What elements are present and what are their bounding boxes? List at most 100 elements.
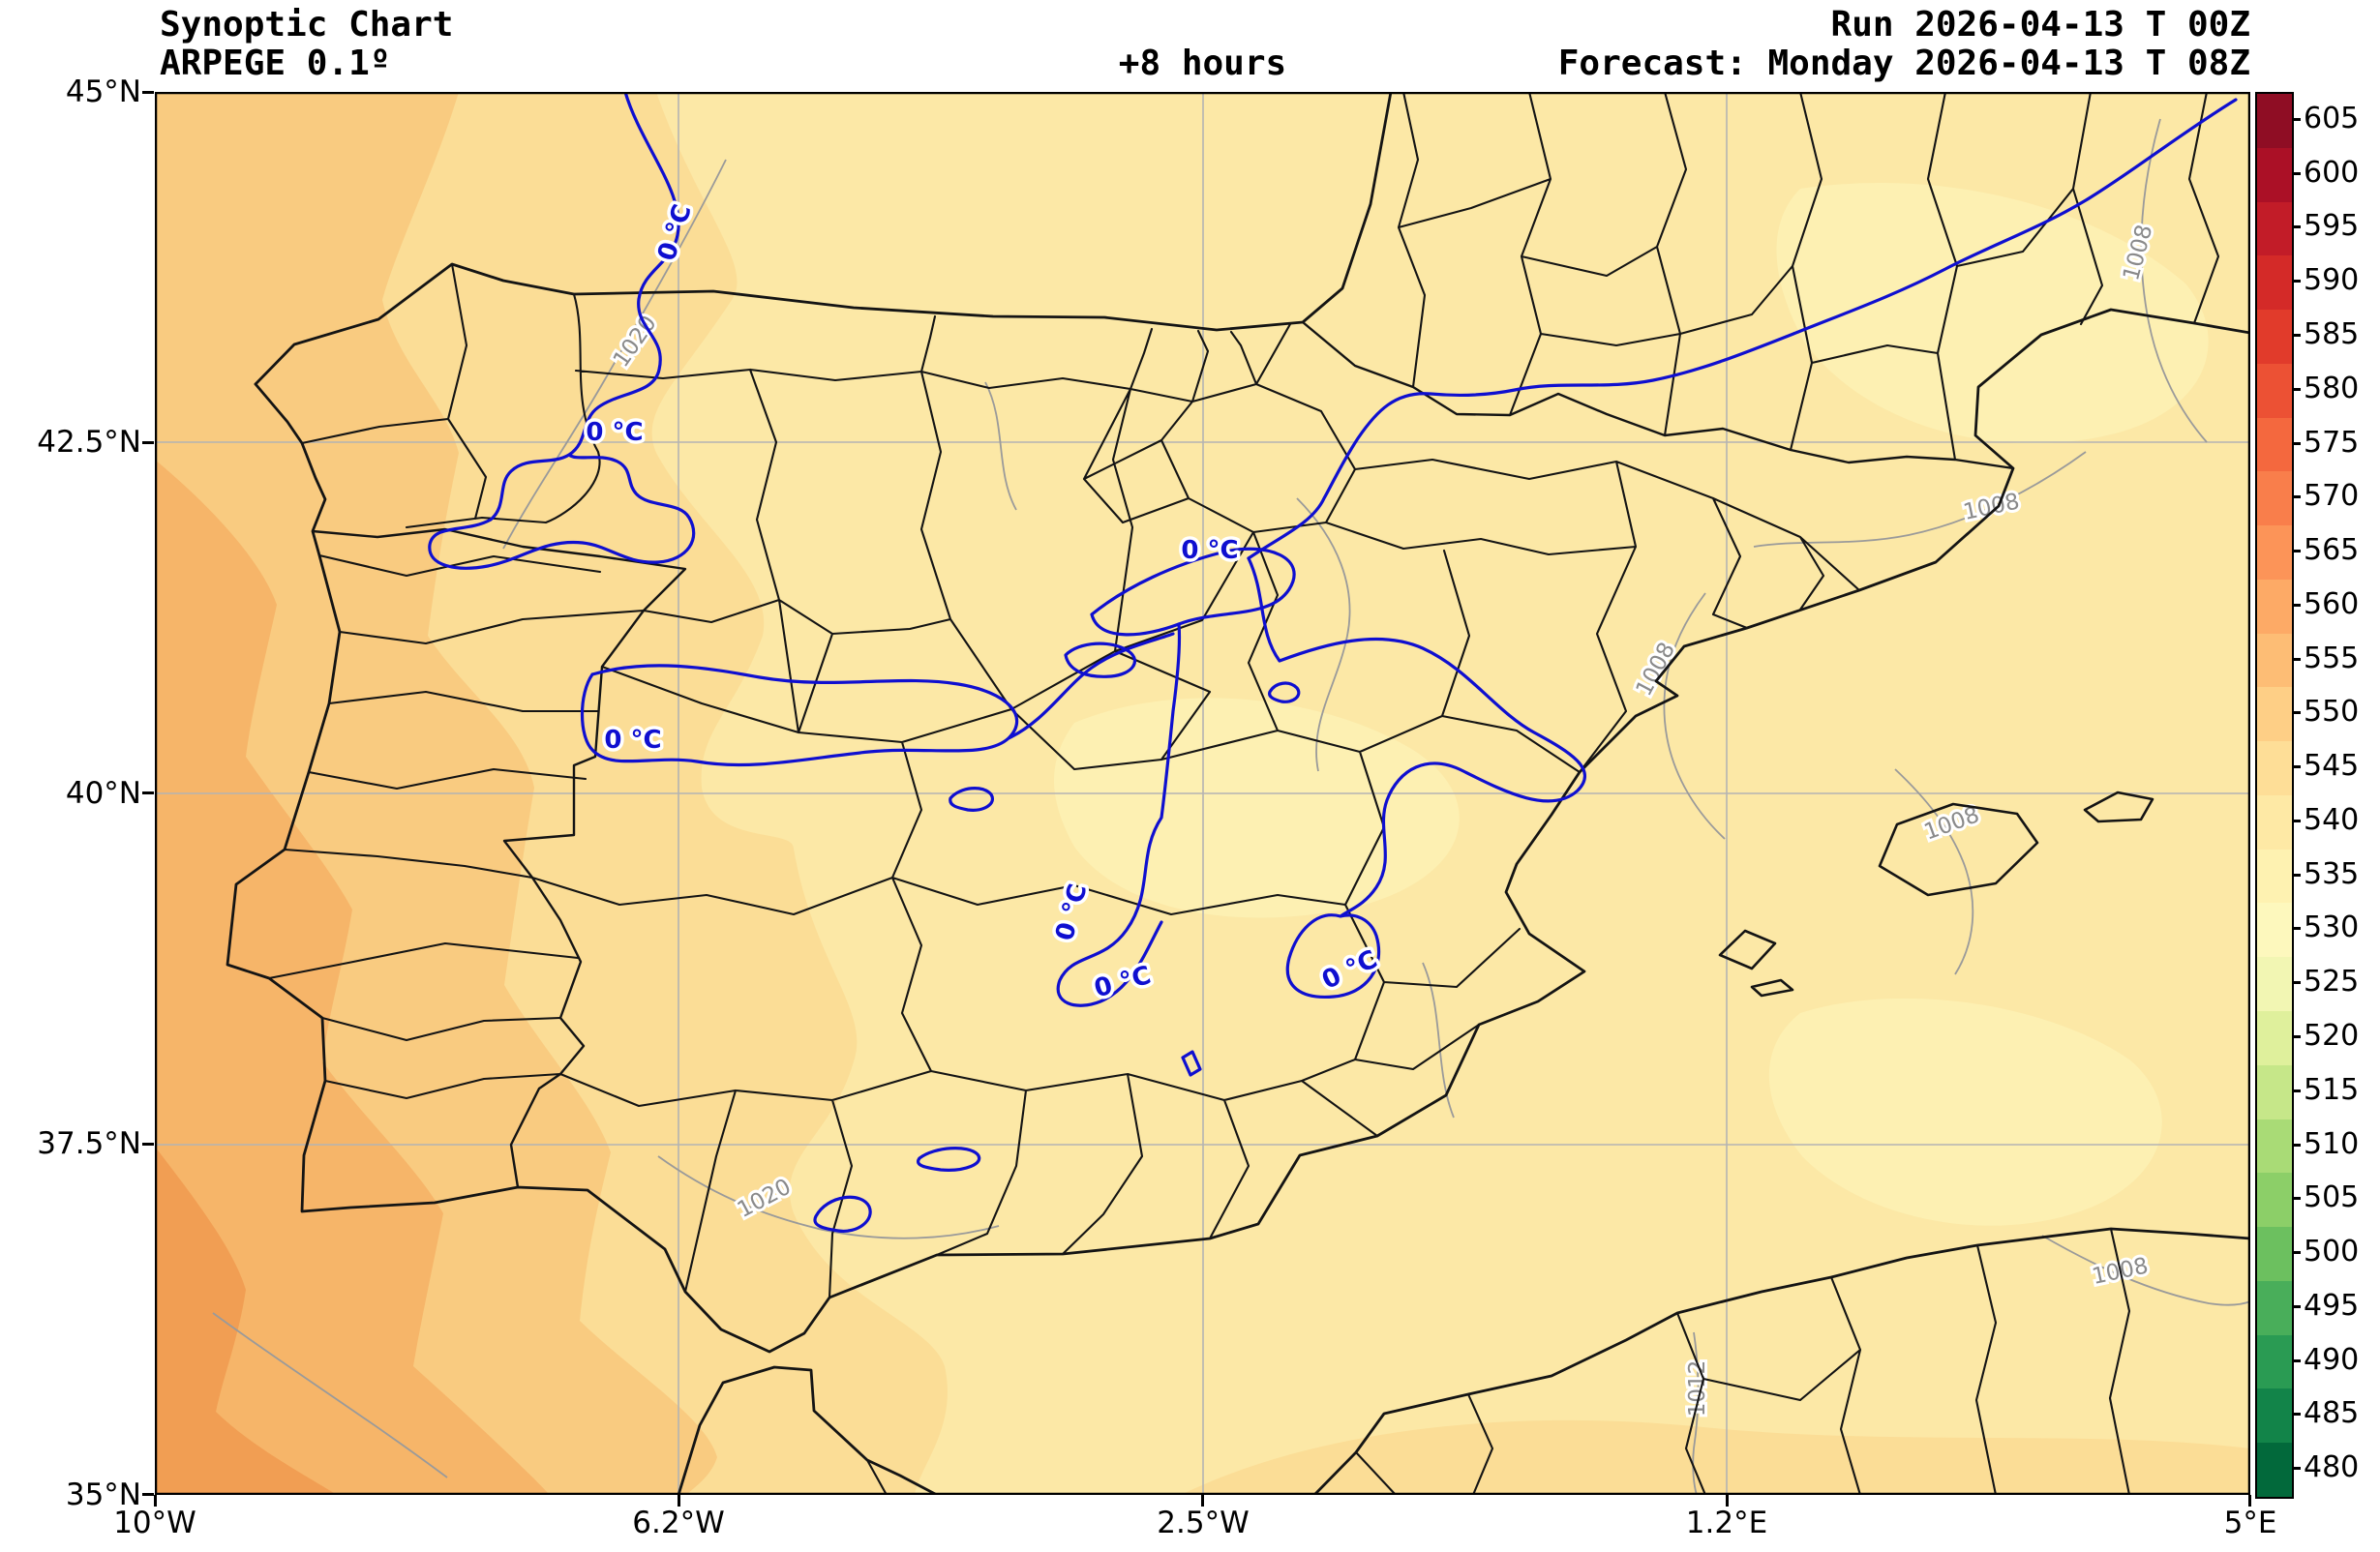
y-tick-label: 37.5°N xyxy=(37,1126,141,1161)
colorbar-tick-label: 555 xyxy=(2292,641,2360,675)
zero-isotherm-northeast xyxy=(1247,98,2238,560)
colorbar-tick-label: 545 xyxy=(2292,749,2360,784)
colorbar-tick-label: 515 xyxy=(2292,1072,2360,1107)
colorbar-tick-label: 495 xyxy=(2292,1288,2360,1323)
region-borders-africa xyxy=(865,1227,2131,1495)
portugal-spain-border xyxy=(311,527,687,1189)
province-borders-spain xyxy=(300,262,1861,1299)
colorbar-segment xyxy=(2257,1280,2292,1335)
colorbar-segment xyxy=(2257,1388,2292,1444)
colorbar-tick-label: 535 xyxy=(2292,856,2360,891)
field-band-555-south xyxy=(1181,1419,2250,1495)
colorbar-tick-label: 490 xyxy=(2292,1342,2360,1377)
colorbar-tick-label: 570 xyxy=(2292,479,2360,514)
colorbar-segment xyxy=(2257,849,2292,904)
isobar-label: 1012 xyxy=(1685,1360,1710,1418)
x-axis-tick-mark xyxy=(678,1495,680,1507)
y-axis-tick-mark xyxy=(142,1493,154,1496)
colorbar-segment xyxy=(2257,255,2292,311)
colorbar-labels: 605 600 595 590 585 580 575 570 565 560 555 550 545 5… xyxy=(2292,92,2379,1495)
y-axis-tick-mark xyxy=(142,791,154,794)
x-tick-label: 6.2°W xyxy=(632,1506,725,1540)
colorbar-segment xyxy=(2257,471,2292,526)
colorbar-segment xyxy=(2257,147,2292,202)
x-axis-tick-mark xyxy=(2248,1495,2251,1507)
district-borders-portugal xyxy=(267,553,646,1100)
pyrenees-border xyxy=(1301,320,2015,470)
y-tick-label: 42.5°N xyxy=(37,425,141,460)
x-tick-label: 2.5°W xyxy=(1157,1506,1250,1540)
run-label: Run 2026-04-13 T 00Z xyxy=(1830,5,2250,45)
coastline-atlantic-north xyxy=(254,92,1393,386)
colorbar-tick-label: 575 xyxy=(2292,425,2360,460)
zero-isotherm-label: 0 °C xyxy=(1181,536,1238,565)
x-tick-label: 1.2°E xyxy=(1685,1506,1768,1540)
zero-isotherm-east-cluster xyxy=(1247,556,1586,1000)
y-axis-tick-mark xyxy=(142,441,154,444)
forecast-label: Forecast: Monday 2026-04-13 T 08Z xyxy=(1557,44,2250,83)
colorbar-segment xyxy=(2257,1011,2292,1065)
colorbar-tick-label: 505 xyxy=(2292,1180,2360,1215)
zero-isotherm-label: 0 °C xyxy=(586,418,643,447)
colorbar-tick-label: 595 xyxy=(2292,209,2360,244)
zero-isotherm-sierra-nevada xyxy=(813,1050,1202,1233)
y-tick-label: 35°N xyxy=(65,1477,141,1512)
colorbar-tick-label: 525 xyxy=(2292,965,2360,1000)
model-label: ARPEGE 0.1º xyxy=(160,44,391,83)
plot-frame xyxy=(155,92,2250,1495)
colorbar-segment xyxy=(2257,579,2292,634)
colorbar-segment xyxy=(2257,741,2292,795)
colorbar-segment xyxy=(2257,903,2292,958)
field-band-545-center xyxy=(1054,698,1460,918)
geography-borders xyxy=(226,92,2250,1495)
africa-coastline xyxy=(677,1227,2250,1495)
colorbar-tick-label: 485 xyxy=(2292,1396,2360,1431)
colorbar-segment xyxy=(2257,201,2292,256)
x-tick-label: 5°E xyxy=(2223,1506,2277,1540)
colorbar-segment xyxy=(2257,1064,2292,1119)
colorbar-segment xyxy=(2257,310,2292,364)
department-borders-france xyxy=(1397,92,2220,462)
colorbar-segment xyxy=(2257,687,2292,742)
colorbar-tick-label: 600 xyxy=(2292,155,2360,190)
zero-isotherm-north xyxy=(428,92,696,570)
page-title: Synoptic Chart xyxy=(160,5,454,45)
colorbar-segments xyxy=(2257,94,2292,1497)
colorbar-segment xyxy=(2257,1443,2292,1497)
colorbar xyxy=(2255,92,2294,1499)
colorbar-tick-label: 500 xyxy=(2292,1235,2360,1269)
lead-time-label: +8 hours xyxy=(1118,44,1287,83)
colorbar-tick-label: 510 xyxy=(2292,1126,2360,1161)
grid-lines xyxy=(155,92,2250,1495)
colorbar-segment xyxy=(2257,957,2292,1012)
y-tick-label: 45°N xyxy=(65,75,141,109)
y-axis-tick-mark xyxy=(142,91,154,94)
colorbar-segment xyxy=(2257,633,2292,688)
colorbar-tick-label: 480 xyxy=(2292,1450,2360,1485)
colorbar-segment xyxy=(2257,525,2292,580)
zero-isotherm-south-lobe xyxy=(1056,622,1182,1007)
synoptic-map: 1020 1008 1008 1008 1008 1020 1008 1012 xyxy=(155,92,2250,1495)
colorbar-tick-label: 550 xyxy=(2292,695,2360,730)
field-band-545-ne xyxy=(1776,183,2209,444)
colorbar-segment xyxy=(2257,1119,2292,1174)
y-tick-label: 40°N xyxy=(65,776,141,811)
zero-isotherm-small-loops xyxy=(949,642,1301,812)
zero-isotherm-west-central xyxy=(580,547,1296,767)
x-axis-tick-mark xyxy=(1726,1495,1729,1507)
colorbar-tick-label: 565 xyxy=(2292,533,2360,568)
colorbar-tick-label: 540 xyxy=(2292,802,2360,837)
colorbar-tick-label: 530 xyxy=(2292,910,2360,945)
colorbar-segment xyxy=(2257,1334,2292,1389)
colorbar-segment xyxy=(2257,1227,2292,1281)
colorbar-segment xyxy=(2257,363,2292,418)
colorbar-tick-label: 560 xyxy=(2292,586,2360,621)
y-axis-tick-mark xyxy=(142,1143,154,1146)
x-axis-tick-mark xyxy=(154,1495,157,1507)
colorbar-tick-label: 590 xyxy=(2292,263,2360,298)
balearic-islands xyxy=(1718,791,2154,998)
colorbar-segment xyxy=(2257,417,2292,472)
field-band-570 xyxy=(155,1147,337,1495)
zero-isotherm-label: 0 °C xyxy=(604,726,661,755)
